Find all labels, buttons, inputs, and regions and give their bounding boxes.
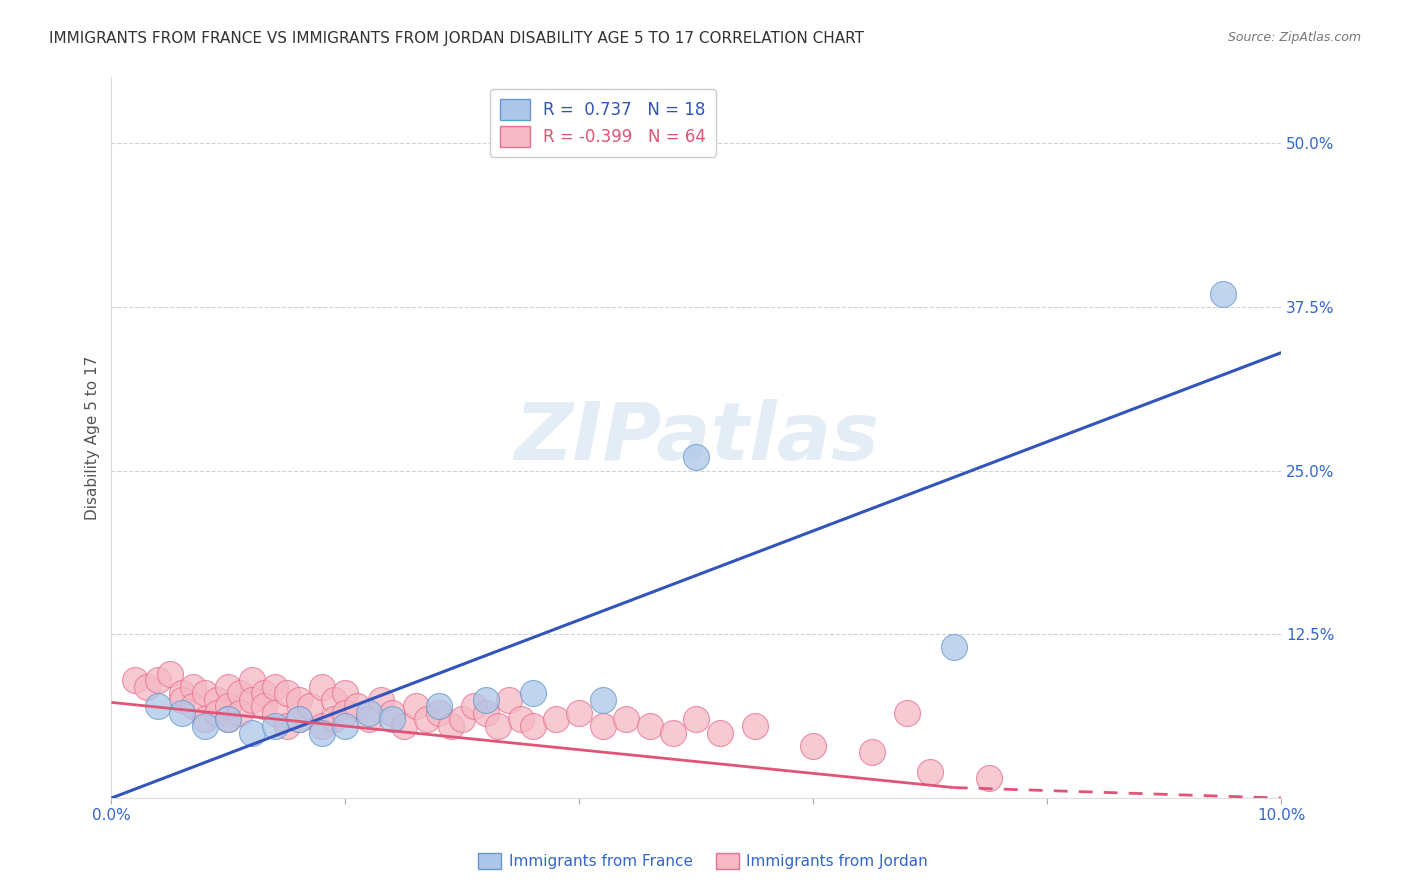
Point (322, 713, 344, 727)
Point (311, 680, 333, 694)
Point (942, 640, 965, 655)
Point (276, 686, 298, 700)
Point (148, 673, 170, 687)
Point (335, 686, 357, 700)
Point (240, 693, 263, 707)
Point (920, 764, 942, 779)
Point (638, 719, 661, 733)
Point (276, 719, 298, 733)
Point (252, 699, 274, 714)
Point (170, 686, 193, 700)
Point (217, 680, 239, 694)
Point (240, 673, 263, 687)
Point (205, 693, 228, 707)
Point (311, 725, 333, 739)
Point (217, 713, 239, 727)
Text: ZIPatlas: ZIPatlas (515, 399, 879, 476)
Point (194, 719, 217, 733)
Point (896, 706, 918, 720)
Point (440, 719, 463, 733)
Point (252, 686, 274, 700)
Point (709, 725, 731, 739)
Point (685, 450, 707, 465)
Point (170, 706, 193, 720)
Y-axis label: Disability Age 5 to 17: Disability Age 5 to 17 (86, 356, 100, 520)
Point (568, 706, 591, 720)
Point (357, 713, 380, 727)
Point (685, 713, 707, 727)
Point (287, 713, 309, 727)
Point (381, 713, 404, 727)
Point (1212, 286, 1234, 301)
Point (427, 706, 450, 720)
Point (264, 719, 287, 733)
Point (264, 706, 287, 720)
Point (229, 686, 252, 700)
Point (860, 745, 883, 759)
Text: Source: ZipAtlas.com: Source: ZipAtlas.com (1227, 31, 1361, 45)
Point (509, 713, 531, 727)
Point (194, 686, 217, 700)
Point (427, 699, 450, 714)
Point (662, 725, 685, 739)
Point (744, 719, 766, 733)
Legend: Immigrants from France, Immigrants from Jordan: Immigrants from France, Immigrants from … (472, 847, 934, 875)
Legend: R =  0.737   N = 18, R = -0.399   N = 64: R = 0.737 N = 18, R = -0.399 N = 64 (489, 89, 716, 157)
Point (287, 713, 309, 727)
Point (486, 719, 509, 733)
Point (194, 713, 217, 727)
Point (357, 706, 380, 720)
Point (803, 739, 825, 753)
Point (592, 719, 614, 733)
Point (475, 706, 498, 720)
Point (522, 686, 544, 700)
Point (135, 680, 157, 694)
Point (392, 719, 415, 733)
Point (451, 713, 474, 727)
Text: IMMIGRANTS FROM FRANCE VS IMMIGRANTS FROM JORDAN DISABILITY AGE 5 TO 17 CORRELAT: IMMIGRANTS FROM FRANCE VS IMMIGRANTS FRO… (49, 31, 865, 46)
Point (170, 693, 193, 707)
Point (335, 706, 357, 720)
Point (381, 706, 404, 720)
Point (287, 693, 309, 707)
Point (217, 713, 239, 727)
Point (463, 699, 485, 714)
Point (299, 699, 322, 714)
Point (416, 713, 439, 727)
Point (205, 706, 228, 720)
Point (592, 693, 614, 707)
Point (322, 693, 344, 707)
Point (475, 693, 498, 707)
Point (311, 719, 333, 733)
Point (181, 680, 204, 694)
Point (405, 699, 427, 714)
Point (229, 706, 252, 720)
Point (544, 713, 567, 727)
Point (335, 719, 357, 733)
Point (148, 699, 170, 714)
Point (264, 680, 287, 694)
Point (977, 772, 1000, 786)
Point (159, 666, 181, 681)
Point (217, 699, 239, 714)
Point (370, 693, 392, 707)
Point (124, 673, 146, 687)
Point (240, 725, 263, 739)
Point (522, 719, 544, 733)
Point (181, 699, 204, 714)
Point (346, 699, 368, 714)
Point (498, 693, 520, 707)
Point (614, 713, 637, 727)
